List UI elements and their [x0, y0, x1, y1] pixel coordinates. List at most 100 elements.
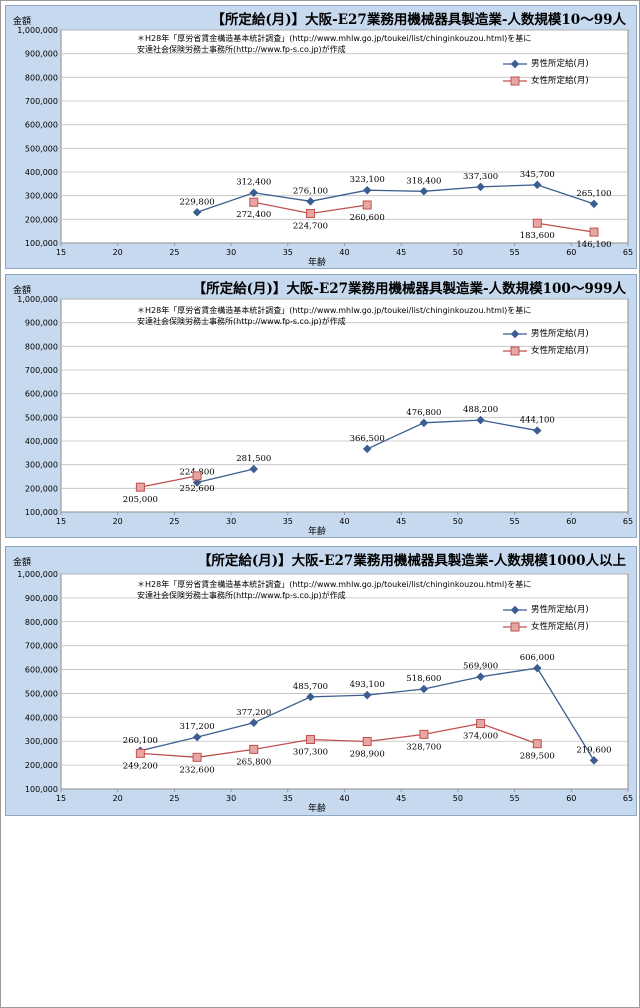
- y-tick-label: 400,000: [25, 713, 58, 722]
- x-tick-label: 60: [566, 248, 576, 257]
- data-point-female: [135, 748, 145, 758]
- x-tick-label: 65: [623, 517, 633, 526]
- legend-female-marker: [503, 346, 527, 356]
- data-point-male: [249, 718, 259, 728]
- data-label: 366,500: [350, 434, 385, 444]
- x-tick-label: 40: [339, 248, 349, 257]
- x-tick-label: 35: [283, 794, 293, 803]
- y-tick-label: 500,000: [25, 144, 58, 153]
- legend-male-label: 男性所定給(月): [531, 605, 589, 615]
- data-point-female: [362, 736, 372, 746]
- legend-male-label: 男性所定給(月): [531, 59, 589, 69]
- chart-1-y-axis-label: 金額: [13, 17, 32, 27]
- data-label: 317,200: [180, 722, 215, 732]
- y-tick-label: 400,000: [25, 168, 58, 177]
- data-point-female: [192, 471, 202, 481]
- data-label: 476,800: [406, 408, 441, 418]
- data-point-male: [533, 663, 542, 673]
- y-tick-label: 200,000: [25, 215, 58, 224]
- data-point-female: [419, 729, 429, 739]
- chart-3-source-note-line2: 安達社会保険労務士事務所(http://www.fp-s.co.jp)が作成: [137, 591, 346, 600]
- x-tick-label: 25: [169, 794, 179, 803]
- legend-male-label: 男性所定給(月): [531, 329, 589, 339]
- data-point-female: [589, 227, 599, 237]
- x-tick-label: 30: [226, 248, 236, 257]
- x-tick-label: 25: [169, 517, 179, 526]
- data-point-female: [305, 734, 315, 744]
- x-tick-label: 40: [339, 794, 349, 803]
- chart-1-x-axis-label: 年齢: [308, 258, 327, 268]
- data-label: 281,500: [236, 454, 271, 464]
- x-tick-label: 60: [566, 794, 576, 803]
- data-point-male: [249, 188, 259, 197]
- x-tick-label: 65: [623, 248, 633, 257]
- x-tick-label: 45: [396, 517, 406, 526]
- series-line: [140, 722, 538, 758]
- series-line: [196, 468, 254, 484]
- data-point-male: [306, 692, 315, 702]
- y-tick-label: 900,000: [25, 319, 58, 328]
- chart-3-source-note-line1: ＊H28年「厚労省賃金構造基本統計調査」(http://www.mhlw.go.…: [137, 580, 532, 589]
- y-tick-label: 700,000: [25, 97, 58, 106]
- data-label: 249,200: [123, 761, 158, 771]
- legend-male-entry: 男性所定給(月): [501, 604, 589, 621]
- chart-2-source-note: ＊H28年「厚労省賃金構造基本統計調査」(http://www.mhlw.go.…: [137, 305, 531, 327]
- data-label: 377,200: [236, 708, 271, 718]
- female-series: 205,000 252,600: [123, 471, 215, 505]
- data-label: 260,100: [123, 736, 158, 746]
- female-series: 272,400 224,700 260,600 183,600 146,100: [236, 197, 612, 250]
- plot-area: [60, 29, 629, 244]
- data-point-female: [249, 197, 259, 207]
- data-label: 312,400: [236, 178, 271, 188]
- x-tick-label: 15: [56, 248, 66, 257]
- data-label: 345,700: [520, 170, 555, 180]
- data-point-male: [419, 684, 429, 694]
- data-label: 298,900: [350, 749, 385, 759]
- plot-area: [60, 573, 629, 790]
- data-point-female: [305, 208, 315, 218]
- chart-panel-1: 100,000 200,000 300,000 400,000 500,000 600,0…: [5, 5, 637, 269]
- x-tick-label: 50: [453, 248, 463, 257]
- data-point-female: [135, 482, 145, 492]
- x-tick-label: 25: [169, 248, 179, 257]
- x-tick-label: 55: [510, 248, 520, 257]
- legend-female-label: 女性所定給(月): [531, 346, 589, 356]
- data-point-female: [362, 200, 372, 210]
- data-point-female: [532, 739, 542, 749]
- data-label: 146,100: [576, 240, 611, 250]
- legend-female-entry: 女性所定給(月): [501, 621, 589, 638]
- data-label: 183,600: [520, 231, 555, 241]
- data-point-male: [476, 415, 485, 425]
- y-tick-label: 800,000: [25, 618, 58, 627]
- y-tick-label: 800,000: [25, 73, 58, 82]
- legend-male-marker: [503, 59, 527, 69]
- x-tick-label: 65: [623, 794, 633, 803]
- x-tick-label: 15: [56, 794, 66, 803]
- data-point-female: [249, 744, 259, 754]
- chart-2-x-axis-label: 年齢: [308, 527, 327, 537]
- x-tick-label: 20: [113, 794, 123, 803]
- y-tick-label: 700,000: [25, 642, 58, 651]
- legend-female-entry: 女性所定給(月): [501, 75, 589, 92]
- data-label: 493,100: [350, 680, 385, 690]
- data-label: 485,700: [293, 682, 328, 692]
- x-tick-label: 20: [113, 248, 123, 257]
- x-tick-label: 50: [453, 794, 463, 803]
- series-line: [196, 184, 595, 213]
- data-point-female: [192, 752, 202, 762]
- data-label: 569,900: [463, 662, 498, 672]
- chart-2-source-note-line1: ＊H28年「厚労省賃金構造基本統計調査」(http://www.mhlw.go.…: [137, 306, 532, 315]
- series-line: [140, 475, 198, 488]
- y-tick-label: 600,000: [25, 666, 58, 675]
- data-label: 232,600: [180, 765, 215, 775]
- chart-1-source-note-line2: 安達社会保険労務士事務所(http://www.fp-s.co.jp)が作成: [137, 45, 346, 54]
- x-tick-label: 55: [510, 794, 520, 803]
- y-tick-label: 200,000: [25, 761, 58, 770]
- y-tick-label: 300,000: [25, 737, 58, 746]
- legend-male-marker: [503, 329, 527, 339]
- series-line: [537, 222, 595, 233]
- y-tick-label: 300,000: [25, 461, 58, 470]
- data-label: 272,400: [236, 210, 271, 220]
- data-point-male: [249, 464, 259, 474]
